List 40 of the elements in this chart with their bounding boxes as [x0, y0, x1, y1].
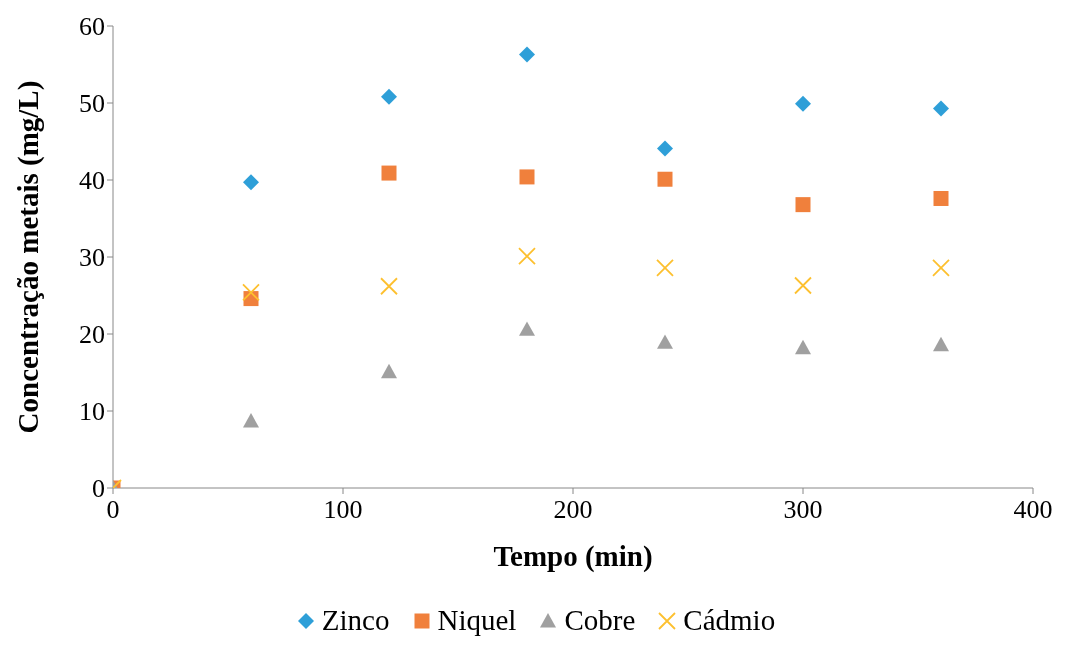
y-tick-label: 30	[79, 243, 105, 273]
point	[518, 247, 536, 266]
point	[933, 190, 949, 206]
y-tick-label: 40	[79, 166, 105, 196]
y-axis-title: Concentração metais (mg/L)	[12, 80, 46, 434]
point	[381, 165, 397, 181]
point	[933, 100, 949, 117]
point	[519, 321, 535, 336]
legend-label: Zinco	[321, 604, 390, 637]
y-tick-label: 50	[79, 89, 105, 119]
point	[243, 174, 259, 191]
point	[381, 88, 397, 105]
point	[381, 363, 397, 379]
point	[380, 277, 398, 296]
legend-label: Niquel	[437, 604, 517, 637]
x-tick-label: 100	[323, 495, 363, 525]
point	[795, 95, 811, 112]
legend-label: Cádmio	[683, 604, 776, 637]
point	[242, 283, 260, 302]
point	[932, 258, 950, 277]
point	[795, 339, 811, 355]
point	[519, 46, 535, 63]
y-tick-label: 10	[79, 397, 105, 427]
y-tick-label: 20	[79, 320, 105, 350]
point	[657, 140, 673, 157]
x-tick-label: 400	[1013, 495, 1053, 525]
x-tick-label: 200	[553, 495, 593, 525]
point	[794, 276, 812, 295]
x-axis-title: Tempo (min)	[493, 540, 653, 573]
y-tick-label: 0	[92, 474, 105, 504]
point	[657, 334, 673, 349]
point	[519, 169, 535, 185]
point	[656, 258, 674, 277]
x-tick-label: 300	[783, 495, 823, 525]
point	[243, 413, 259, 428]
y-tick-label: 60	[79, 12, 105, 42]
point	[933, 336, 949, 352]
legend-label: Cobre	[564, 604, 636, 637]
point	[795, 197, 811, 213]
point	[657, 171, 673, 187]
